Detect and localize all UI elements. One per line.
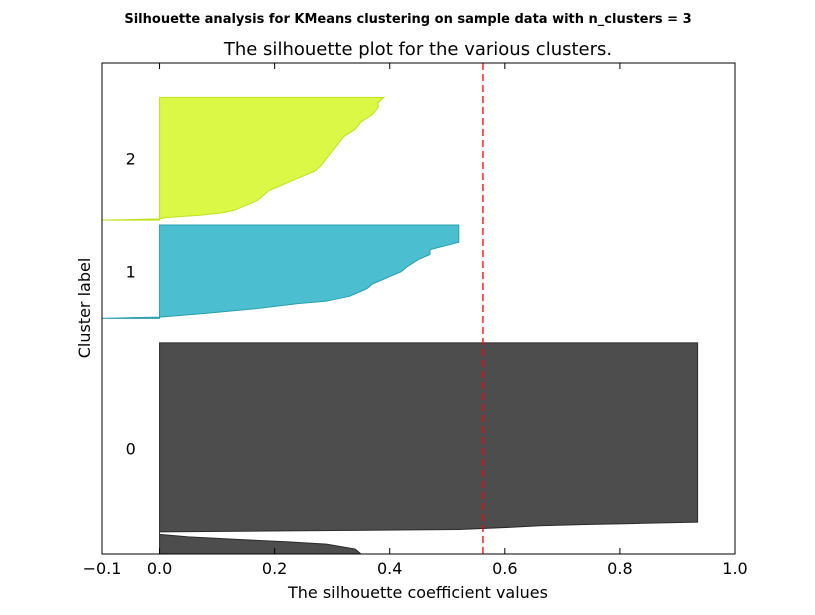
- x-tick-label: 0.4: [377, 559, 402, 578]
- plot-frame: [101, 62, 736, 555]
- cluster-0-label: 0: [126, 439, 136, 458]
- cluster-2-silhouette: [101, 96, 386, 221]
- tick-layer: −0.1 0.0 0.2 0.4 0.6 0.8 1.0: [83, 63, 748, 578]
- plot-layer: 0 1 2: [101, 63, 699, 555]
- y-axis-label: Cluster label: [75, 258, 94, 359]
- cluster-1-label: 1: [126, 263, 136, 282]
- cluster-1-silhouette: [101, 224, 460, 319]
- x-tick-label: 0.6: [492, 559, 517, 578]
- cluster-0-silhouette: [159, 342, 699, 555]
- chart-title: The silhouette plot for the various clus…: [223, 39, 612, 60]
- x-tick-label: 0.2: [262, 559, 287, 578]
- x-axis-label: The silhouette coefficient values: [287, 583, 548, 602]
- cluster-2-label: 2: [126, 150, 136, 169]
- x-tick-label: −0.1: [83, 559, 122, 578]
- x-tick-label: 1.0: [722, 559, 747, 578]
- x-tick-label: 0.8: [607, 559, 632, 578]
- x-tick-label: 0.0: [147, 559, 172, 578]
- figure-suptitle: Silhouette analysis for KMeans clusterin…: [124, 12, 691, 27]
